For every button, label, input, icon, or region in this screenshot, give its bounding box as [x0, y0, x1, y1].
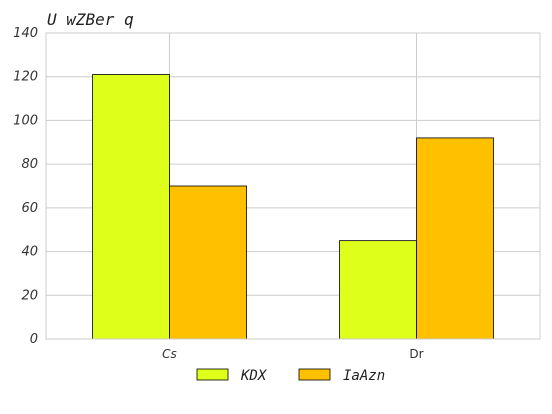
- chart-title: U wZBer q: [47, 10, 134, 29]
- y-tick-label: 140: [13, 26, 38, 41]
- bar-KDX-Dr: [339, 240, 417, 340]
- legend-swatch-KDX: [196, 368, 229, 381]
- bar-IaAzn-Dr: [416, 137, 494, 340]
- legend-label-KDX: KDX: [240, 368, 268, 384]
- x-tick-label: Cs: [162, 347, 177, 361]
- bar-KDX-Cs: [92, 74, 170, 340]
- y-tick-label: 0: [30, 332, 38, 347]
- bars: [92, 74, 494, 340]
- axes: 0 20 40 60 80 100 120 140 Cs Dr: [13, 26, 541, 361]
- legend-swatch-IaAzn: [298, 368, 331, 381]
- y-tick-label: 80: [21, 157, 38, 172]
- x-tick-label: Dr: [409, 347, 423, 361]
- y-tick-label: 60: [21, 201, 38, 216]
- y-tick-label: 20: [21, 288, 38, 303]
- y-tick-label: 40: [21, 245, 38, 260]
- y-tick-label: 120: [13, 70, 38, 85]
- y-tick-label: 100: [13, 113, 38, 128]
- legend-label-IaAzn: IaAzn: [343, 368, 385, 384]
- legend: KDX IaAzn: [196, 368, 385, 384]
- plot-frame: [45, 32, 541, 340]
- bar-IaAzn-Cs: [169, 185, 247, 340]
